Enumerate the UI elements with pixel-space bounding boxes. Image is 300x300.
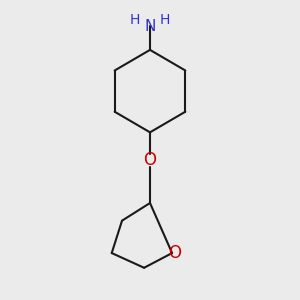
Text: N: N [144, 19, 156, 34]
Text: H: H [160, 14, 170, 27]
Text: O: O [143, 151, 157, 169]
Text: H: H [130, 14, 140, 27]
Text: O: O [169, 244, 182, 262]
